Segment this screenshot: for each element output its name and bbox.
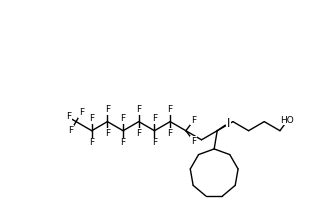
Text: F: F [89, 138, 94, 147]
Text: F: F [105, 105, 110, 114]
Text: I: I [227, 117, 230, 130]
Text: F: F [120, 138, 126, 147]
Text: F: F [120, 114, 126, 123]
Text: F: F [89, 114, 94, 123]
Text: F: F [79, 108, 84, 117]
Text: F: F [136, 105, 141, 114]
Text: F: F [152, 114, 157, 123]
Text: F: F [105, 129, 110, 138]
Text: F: F [191, 116, 196, 125]
Text: F: F [136, 129, 141, 138]
Text: F: F [168, 129, 173, 138]
Text: F: F [191, 137, 196, 146]
Text: F: F [152, 138, 157, 147]
Text: F: F [168, 105, 173, 114]
Text: F: F [66, 112, 71, 121]
Text: HO: HO [280, 116, 293, 125]
Text: F: F [68, 126, 73, 135]
